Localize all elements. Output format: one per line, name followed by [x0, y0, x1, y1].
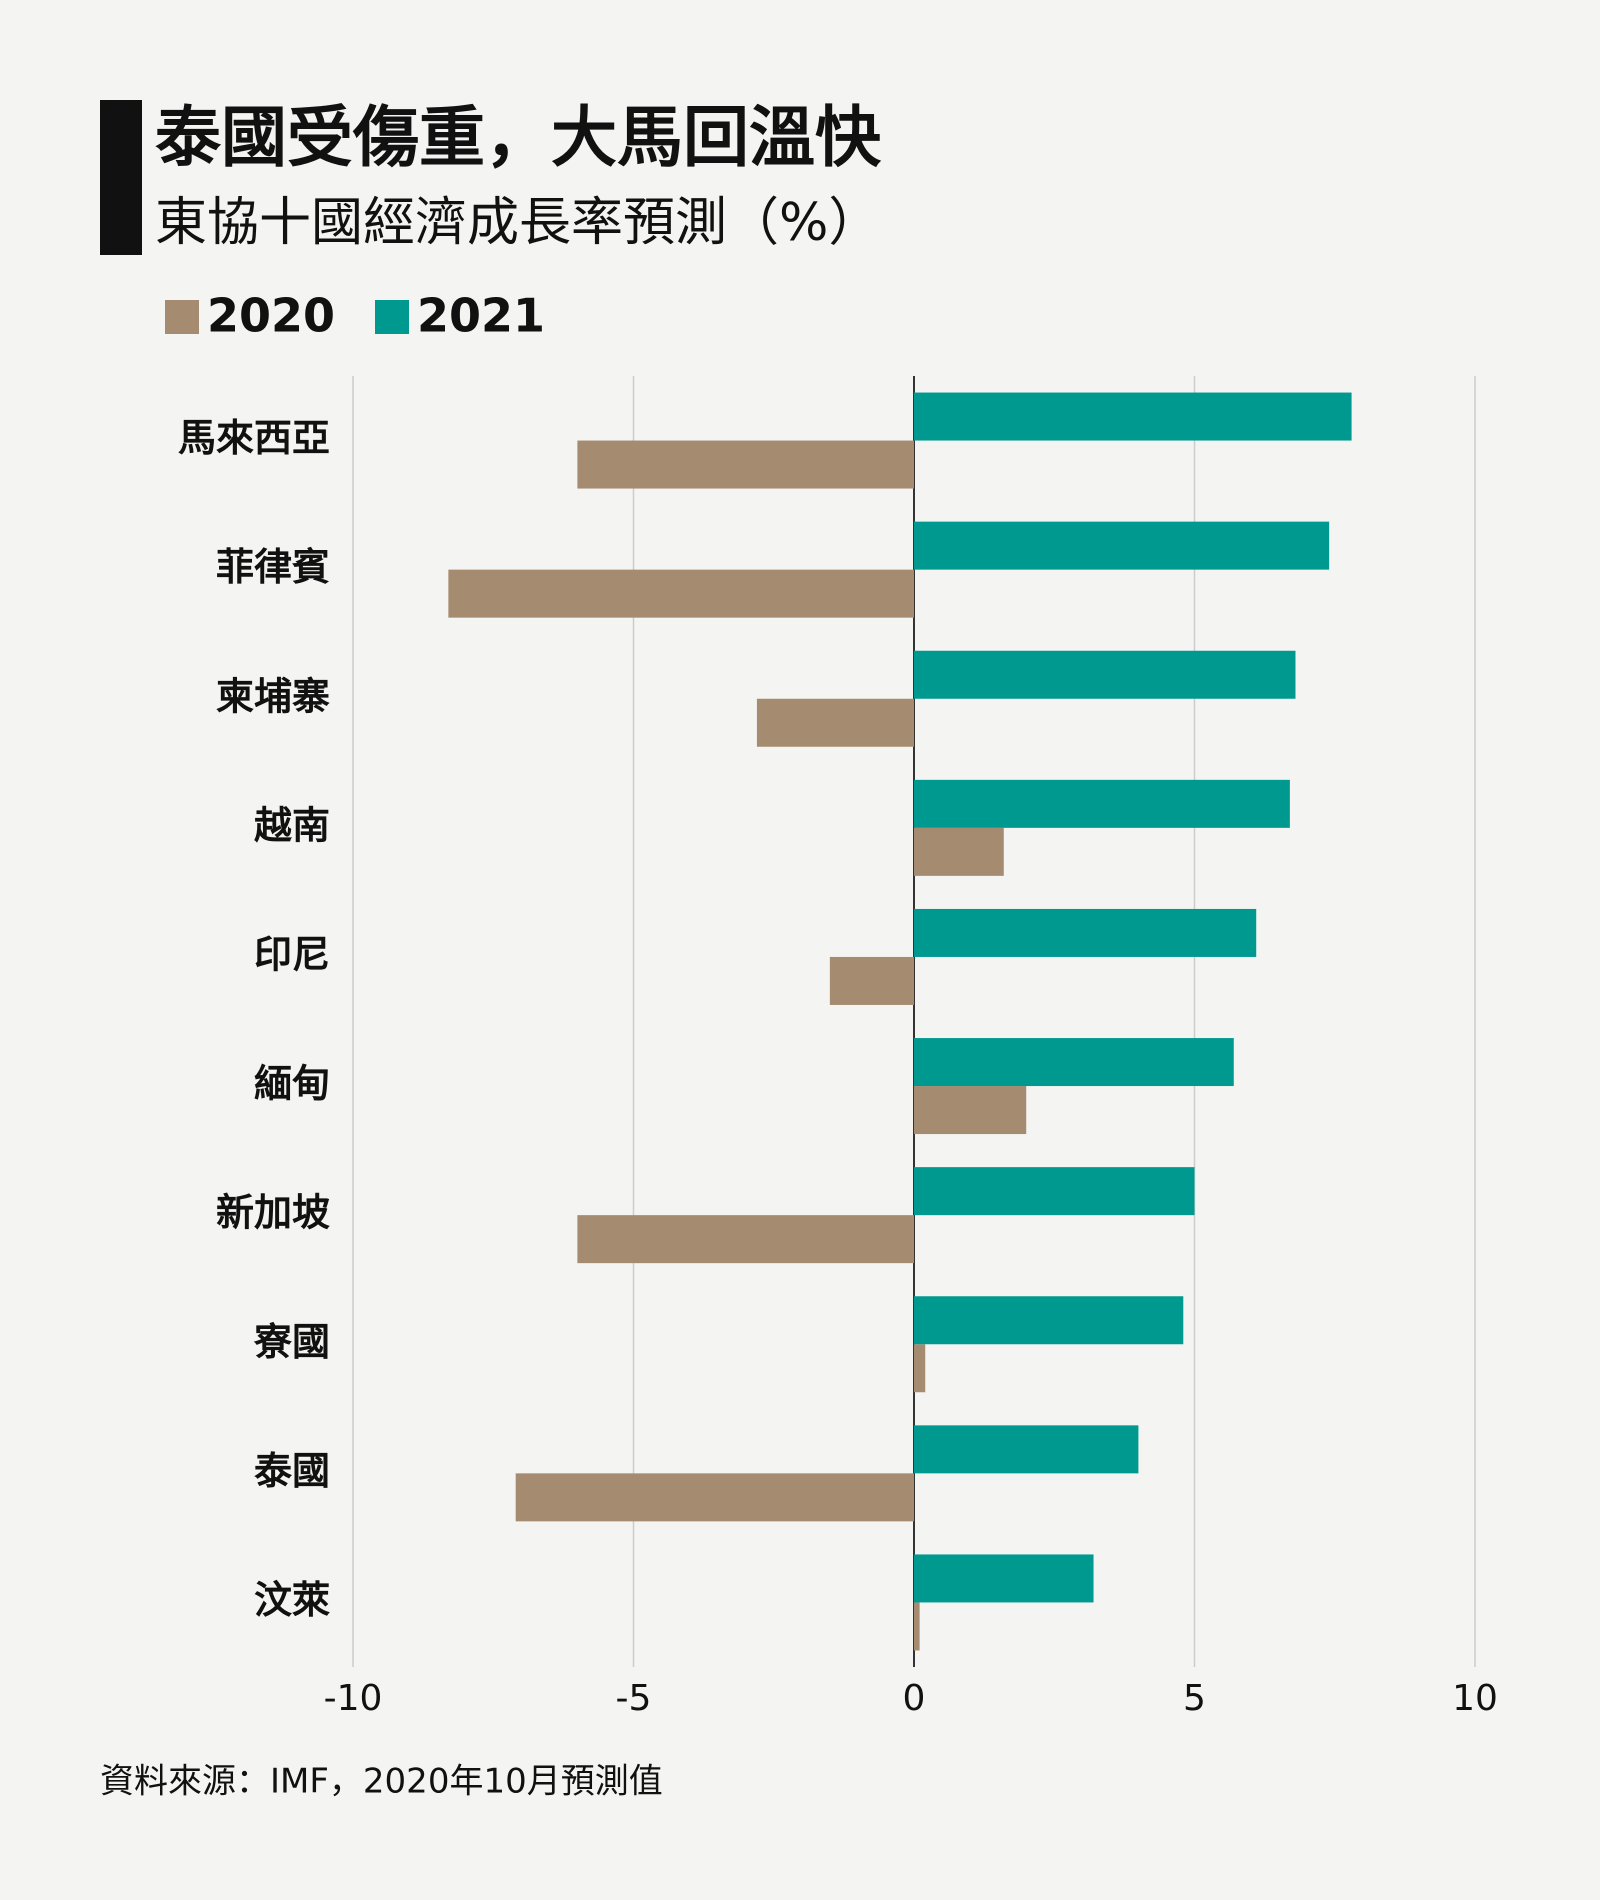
y-tick-label: 新加坡: [216, 1191, 330, 1235]
y-tick-label: 馬來西亞: [178, 416, 330, 460]
y-tick-label: 緬甸: [254, 1062, 330, 1106]
bar: [515, 1473, 914, 1522]
chart-title: 泰國受傷重，大馬回溫快: [155, 99, 882, 176]
legend-label: 2021: [417, 289, 545, 343]
y-tick-label: 柬埔寨: [216, 674, 330, 718]
y-tick-label: 泰國: [254, 1449, 330, 1493]
bar: [914, 1602, 920, 1651]
y-tick-label: 汶萊: [254, 1578, 330, 1622]
bar: [577, 440, 914, 489]
x-tick-label: -10: [324, 1678, 383, 1719]
bar: [914, 1554, 1094, 1603]
bar: [914, 650, 1296, 699]
bar: [577, 1215, 914, 1264]
y-tick-label: 寮國: [253, 1320, 330, 1364]
bar: [914, 1167, 1195, 1216]
x-tick-label: 0: [903, 1678, 926, 1719]
x-tick-label: -5: [616, 1678, 652, 1719]
legend-swatch: [375, 300, 409, 334]
title-bar: [100, 100, 142, 255]
y-tick-label: 印尼: [254, 932, 330, 976]
bar: [829, 956, 914, 1005]
bar: [914, 1296, 1184, 1345]
bar: [914, 827, 1004, 876]
bar: [914, 1425, 1139, 1474]
bar: [756, 698, 914, 747]
legend-label: 2020: [207, 289, 335, 343]
bar: [448, 569, 914, 618]
x-tick-label: 10: [1452, 1678, 1498, 1719]
bar: [914, 1038, 1234, 1087]
bar: [914, 908, 1257, 957]
legend-swatch: [165, 300, 199, 334]
bar: [914, 392, 1352, 441]
chart-subtitle: 東協十國經濟成長率預測（%）: [155, 193, 880, 253]
source-note: 資料來源：IMF，2020年10月預測值: [100, 1762, 663, 1802]
bar: [914, 1344, 926, 1393]
bar: [914, 1086, 1027, 1135]
bar: [914, 521, 1330, 570]
y-tick-label: 越南: [254, 803, 330, 847]
bar: [914, 779, 1290, 828]
y-tick-label: 菲律賓: [216, 545, 330, 589]
x-tick-label: 5: [1183, 1678, 1206, 1719]
